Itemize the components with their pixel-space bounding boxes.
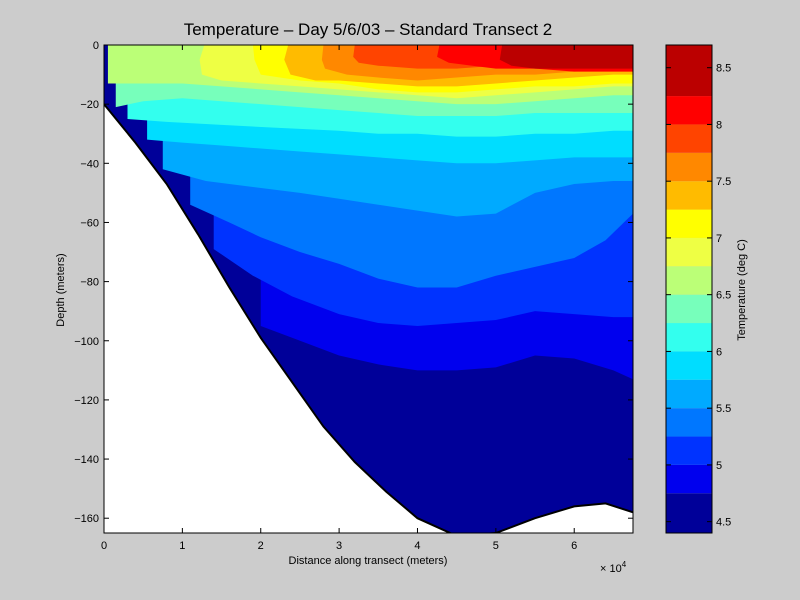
x-tick-label: 4 (414, 540, 420, 552)
x-axis-label: Distance along transect (meters) (289, 555, 448, 567)
colorbar-frame (665, 44, 713, 534)
colorbar-band (666, 379, 712, 409)
x-tick-label: 5 (493, 540, 499, 552)
seabed-mask (104, 104, 633, 533)
contour-band-8-25 (499, 45, 633, 69)
colorbar-band (666, 408, 712, 437)
colorbar-band (666, 464, 712, 494)
colorbar-band (666, 493, 712, 533)
plot-area: 0 1 2 3 4 5 6 0 −20 −40 −60 −80 −100 −120 −140 −160 (74, 40, 634, 552)
colorbar-ticks: 4.5 5 5.5 6 6.5 7 7.5 8 8.5 (666, 63, 731, 529)
colorbar-band (666, 351, 712, 380)
y-tick-label: −100 (74, 336, 99, 348)
x-multiplier: × 104 (600, 560, 627, 575)
colorbar-bands (666, 45, 712, 533)
colorbar-band (666, 124, 712, 153)
y-axis-label: Depth (meters) (55, 253, 67, 326)
colorbar-band (666, 152, 712, 182)
colorbar-tick-label: 8.5 (716, 63, 731, 75)
x-tick-label: 0 (101, 540, 107, 552)
x-axis: 0 1 2 3 4 5 6 (101, 45, 577, 552)
contour-fills (104, 45, 633, 533)
y-tick-label: −80 (80, 277, 99, 289)
colorbar-tick-label: 6.5 (716, 290, 731, 302)
colorbar-band (666, 209, 712, 238)
colorbar-tick-label: 5.5 (716, 403, 731, 415)
colorbar-band (666, 266, 712, 295)
colorbar-band (666, 96, 712, 125)
colorbar-tick-label: 8 (716, 119, 722, 131)
colorbar-tick-label: 7.5 (716, 176, 731, 188)
y-tick-label: −60 (80, 217, 99, 229)
seabed-outline (104, 103, 633, 533)
x-multiplier-base: × 10 (600, 563, 622, 575)
y-tick-label: −120 (74, 395, 99, 407)
colorbar-band (666, 294, 712, 324)
x-multiplier-exponent: 4 (622, 560, 627, 569)
colorbar-band (666, 323, 712, 352)
x-tick-label: 1 (179, 540, 185, 552)
colorbar-tick-label: 4.5 (716, 517, 731, 529)
colorbar-label: Temperature (deg C) (736, 239, 748, 341)
colorbar-tick-label: 6 (716, 346, 722, 358)
colorbar-tick-label: 5 (716, 460, 722, 472)
colorbar-tick-label: 7 (716, 233, 722, 245)
y-axis: 0 −20 −40 −60 −80 −100 −120 −140 −160 (74, 40, 633, 525)
chart-title: Temperature – Day 5/6/03 – Standard Tran… (184, 20, 553, 39)
colorbar-band (666, 436, 712, 465)
y-tick-label: −40 (80, 158, 99, 170)
y-tick-label: −140 (74, 454, 99, 466)
colorbar-band (666, 237, 712, 267)
x-tick-label: 6 (571, 540, 577, 552)
colorbar-band (666, 181, 712, 210)
x-tick-label: 3 (336, 540, 342, 552)
y-tick-label: −20 (80, 99, 99, 111)
colorbar: 4.5 5 5.5 6 6.5 7 7.5 8 8.5 (665, 44, 731, 534)
y-tick-label: −160 (74, 513, 99, 525)
y-tick-label: 0 (93, 40, 99, 52)
plot-frame (103, 44, 634, 534)
colorbar-band (666, 45, 712, 97)
x-tick-label: 2 (258, 540, 264, 552)
